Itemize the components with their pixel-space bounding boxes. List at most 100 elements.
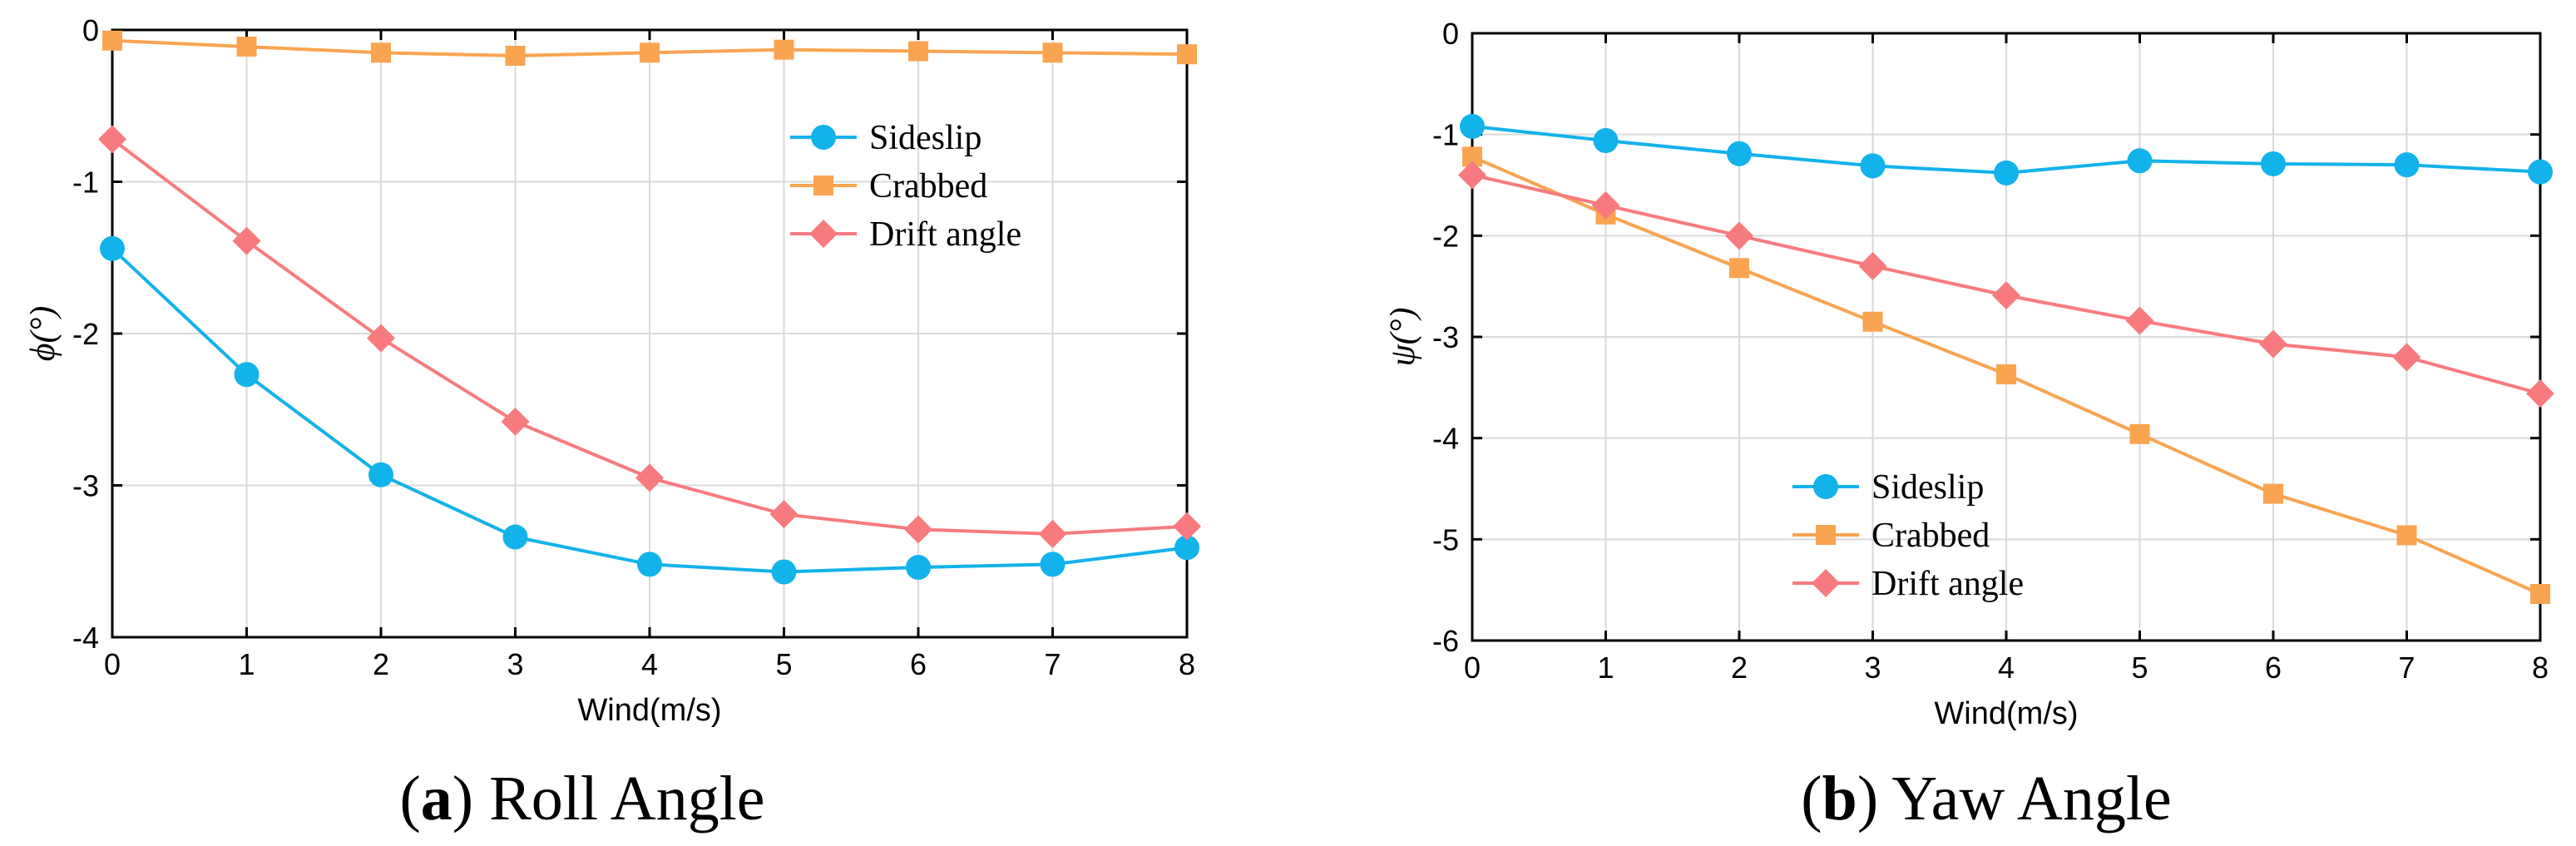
y-axis-label: ψ(°) (1384, 308, 1422, 367)
y-tick-label: -5 (1432, 522, 1459, 557)
x-tick-label: 7 (2398, 651, 2415, 685)
data-point (1177, 44, 1197, 65)
data-point (635, 463, 664, 492)
data-point (2263, 483, 2283, 504)
x-tick-label: 6 (2265, 651, 2282, 685)
x-tick-label: 3 (1864, 651, 1881, 685)
caption-letter: b (1822, 764, 1857, 834)
x-tick-label: 2 (373, 647, 389, 681)
data-point (637, 552, 662, 577)
caption-paren-close: ) (452, 764, 489, 834)
data-point (236, 37, 257, 57)
legend-marker (809, 220, 838, 248)
series-crabbed (102, 30, 1197, 67)
y-tick-label: 0 (82, 13, 99, 47)
x-tick-label: 4 (1998, 651, 2015, 685)
data-point (100, 235, 125, 261)
x-tick-label: 0 (104, 647, 121, 681)
data-point (1996, 364, 2016, 385)
data-point (2530, 584, 2550, 605)
series-drift-angle (98, 125, 1201, 548)
x-tick-label: 8 (2532, 651, 2549, 685)
data-point (1174, 535, 1199, 561)
data-point (2396, 525, 2417, 546)
panel-roll-angle: 0 1 2 3 4 5 6 7 8 -4 -3 -2 -1 0 Wind(m/s) ϕ(°) Sideslip C… (24, 13, 1201, 834)
data-point (1727, 141, 1752, 166)
data-point (371, 42, 391, 63)
legend: Sideslip Crabbed Drift angle (790, 119, 1021, 254)
data-point (505, 46, 526, 67)
caption-paren-close: ) (1857, 764, 1892, 834)
data-point (2261, 151, 2286, 176)
data-point (774, 39, 794, 60)
caption-text: Roll Angle (489, 764, 764, 834)
panel-caption: (b) Yaw Angle (1801, 764, 2172, 834)
panel-yaw-angle: 0 1 2 3 4 5 6 7 8 -6 -5 -4 -3 -2 -1 0 Wind(m/s) ψ(°) Sides… (1384, 17, 2554, 834)
data-point (2259, 329, 2287, 359)
legend-label: Drift angle (1871, 565, 2024, 603)
y-tick-label: -3 (72, 469, 99, 503)
data-point (502, 524, 528, 550)
data-point (1860, 153, 1886, 179)
x-tick-label: 5 (775, 647, 792, 681)
y-tick-label: -3 (1432, 320, 1459, 354)
x-tick-label: 3 (507, 647, 523, 681)
legend-marker (811, 125, 836, 150)
caption-paren-open: ( (399, 764, 420, 834)
data-point (1729, 258, 1749, 279)
data-point (367, 324, 395, 353)
data-point (771, 559, 797, 585)
y-tick-label: -4 (1432, 422, 1459, 456)
data-point (1994, 160, 2019, 186)
legend-marker (1813, 474, 1838, 499)
data-point (368, 462, 393, 487)
legend-marker (813, 176, 833, 195)
data-point (1458, 161, 1486, 190)
data-point (2127, 148, 2153, 174)
legend-label: Crabbed (869, 167, 987, 205)
legend-label: Sideslip (1871, 468, 1984, 507)
data-point (98, 125, 126, 154)
caption-paren-open: ( (1801, 764, 1822, 834)
x-tick-label: 8 (1179, 647, 1195, 681)
data-point (2125, 306, 2154, 335)
x-tick-label: 2 (1731, 651, 1748, 685)
data-point (1725, 221, 1753, 250)
data-point (2392, 343, 2421, 372)
legend-label: Drift angle (869, 215, 1021, 254)
legend: Sideslip Crabbed Drift angle (1792, 468, 2024, 603)
x-tick-label: 4 (641, 647, 658, 681)
x-axis-label: Wind(m/s) (1934, 696, 2078, 731)
series-crabbed (1462, 146, 2550, 605)
data-point (234, 362, 260, 388)
x-tick-label: 7 (1044, 647, 1061, 681)
data-point (640, 42, 660, 63)
data-point (2394, 152, 2420, 178)
caption-text: Yaw Angle (1891, 764, 2171, 834)
y-tick-label: -4 (72, 621, 99, 655)
series-sideslip (1460, 113, 2553, 186)
legend-label: Sideslip (869, 119, 981, 157)
legend-marker (1812, 569, 1840, 597)
data-point (1591, 190, 1620, 220)
series-drift-angle (1458, 161, 2554, 408)
data-point (1460, 113, 1485, 139)
x-axis-label: Wind(m/s) (577, 693, 721, 728)
y-tick-label: -1 (1432, 118, 1459, 152)
data-point (1038, 519, 1067, 548)
y-tick-label: -2 (1432, 219, 1459, 253)
data-point (1992, 281, 2020, 310)
data-point (2528, 159, 2553, 185)
data-point (501, 407, 530, 436)
data-point (769, 500, 799, 529)
series-sideslip (100, 235, 1199, 585)
y-tick-label: -2 (72, 317, 99, 351)
y-tick-label: 0 (1442, 17, 1459, 51)
data-point (1593, 127, 1619, 153)
x-tick-label: 6 (910, 647, 927, 681)
y-tick-label: -1 (72, 166, 99, 200)
data-point (1858, 251, 1887, 280)
data-point (1042, 42, 1063, 63)
x-tick-label: 1 (1597, 651, 1614, 685)
